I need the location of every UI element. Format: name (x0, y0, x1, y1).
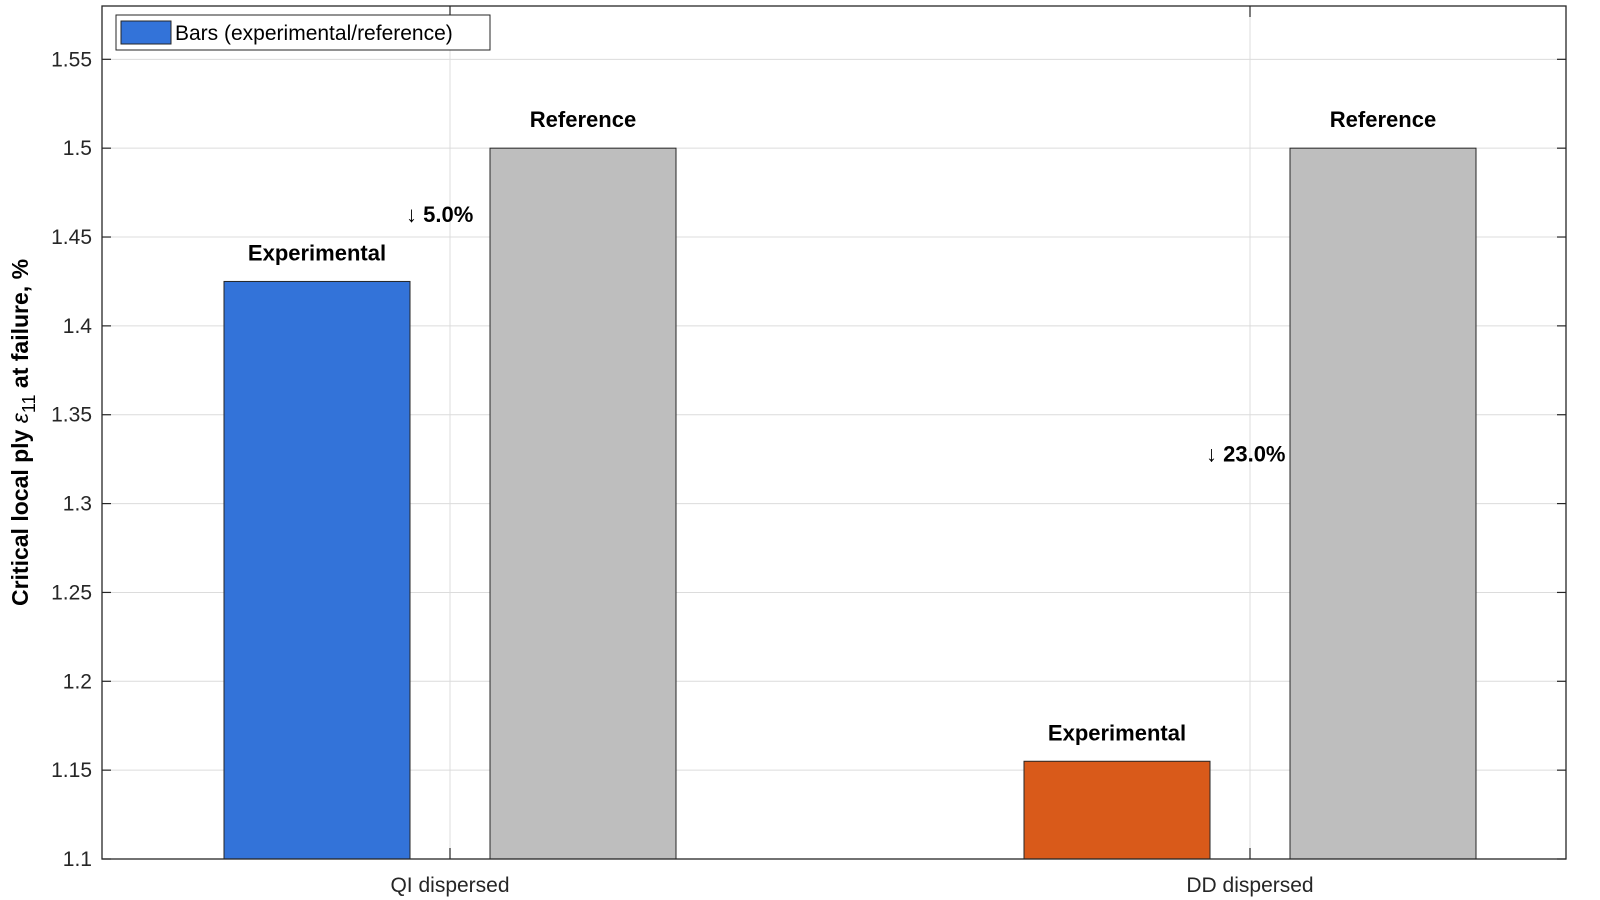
legend-box (115, 14, 491, 51)
legend-swatch (120, 20, 172, 45)
bars (223, 147, 1477, 860)
reference-bar (1289, 147, 1477, 860)
ticks: 1.1 1.15 1.2 1.25 1.3 1.35 1.4 1.45 1.5 1.55 QI di… (51, 6, 1566, 897)
reference-bar (489, 147, 677, 860)
y-axis-label-suffix: at failure, % (7, 259, 33, 394)
y-tick-label: 1.25 (51, 581, 92, 604)
y-tick-label: 1.2 (63, 670, 92, 693)
y-axis-label-main: Critical local ply (7, 423, 33, 606)
x-tick-label: DD dispersed (1186, 874, 1313, 897)
y-axis-label-symbol: ε (7, 412, 33, 423)
y-tick-label: 1.45 (51, 226, 92, 249)
reference-bar-label: Reference (530, 107, 636, 132)
y-tick-label: 1.3 (63, 493, 92, 516)
legend-label: Bars (experimental/reference) (175, 22, 453, 45)
reduction-annotation: ↓ 23.0% (1206, 442, 1286, 467)
experimental-bar (1023, 760, 1211, 860)
y-axis-label: Critical local ply ε11 at failure, % (7, 259, 39, 606)
y-tick-label: 1.15 (51, 759, 92, 782)
y-tick-label: 1.4 (63, 315, 93, 338)
experimental-bar-label: Experimental (1048, 720, 1186, 745)
y-tick-label: 1.55 (51, 48, 92, 71)
y-axis-label-subscript: 11 (19, 394, 39, 413)
y-tick-label: 1.35 (51, 404, 92, 427)
reference-bar-label: Reference (1330, 107, 1436, 132)
axes-box (101, 5, 1567, 860)
x-tick-label: QI dispersed (390, 874, 509, 897)
y-tick-label: 1.1 (63, 848, 92, 871)
reduction-annotation: ↓ 5.0% (406, 202, 473, 227)
experimental-bar-label: Experimental (248, 240, 386, 265)
y-tick-label: 1.5 (63, 137, 92, 160)
bar-labels: Experimental Reference ↓ 5.0% Experimental R… (248, 107, 1436, 745)
experimental-bar (223, 280, 411, 860)
legend: Bars (experimental/reference) (115, 14, 491, 51)
